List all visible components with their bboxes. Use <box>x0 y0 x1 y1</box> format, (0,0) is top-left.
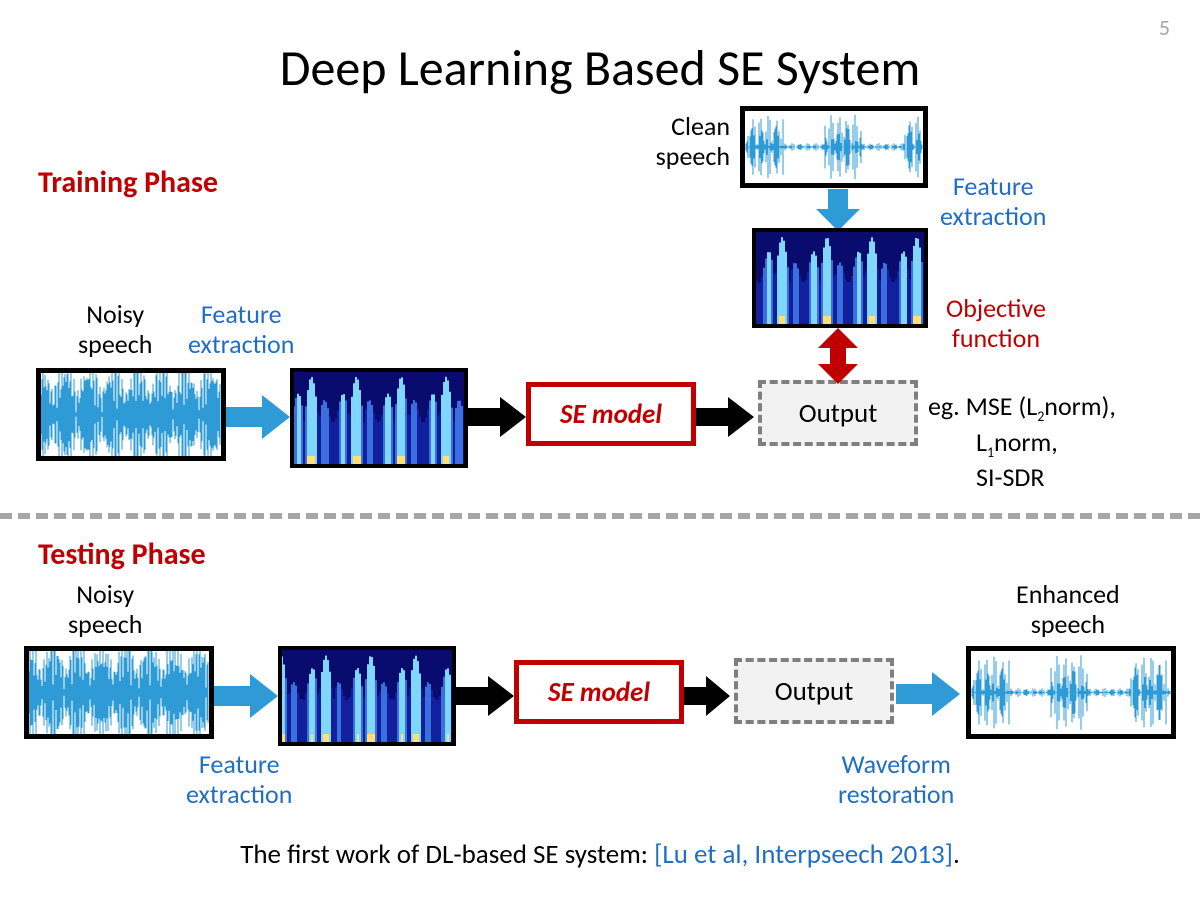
se-model-box-test: SE model <box>514 660 684 724</box>
slide-number: 5 <box>1159 14 1170 41</box>
citation: The first work of DL-based SE system: [L… <box>0 838 1200 871</box>
noisy-waveform-train <box>36 368 226 461</box>
se-model-box-train: SE model <box>526 382 696 446</box>
feature-extraction-label-train: Featureextraction <box>188 300 294 360</box>
arrow-icon <box>696 397 754 437</box>
training-phase-label: Training Phase <box>38 164 218 201</box>
arrow-icon <box>468 397 526 437</box>
arrow-icon <box>896 672 960 716</box>
spectrogram-clean <box>752 228 928 328</box>
divider <box>0 513 1200 519</box>
spectrogram-test <box>278 646 456 746</box>
arrow-icon <box>456 676 514 716</box>
noisy-waveform-test <box>24 646 214 739</box>
clean-waveform <box>740 106 928 188</box>
page-title: Deep Learning Based SE System <box>0 38 1200 99</box>
waveform-restoration-label: Waveformrestoration <box>838 750 954 810</box>
arrow-down-icon <box>816 189 860 231</box>
noisy-speech-label-test: Noisyspeech <box>68 580 142 640</box>
testing-phase-label: Testing Phase <box>38 536 206 573</box>
arrow-icon <box>214 674 278 718</box>
arrow-icon <box>226 395 290 439</box>
objective-function-label: Objectivefunction <box>946 294 1046 354</box>
output-box-test: Output <box>734 658 894 724</box>
objective-examples: eg. MSE (L2norm), L1norm, SI-SDR <box>928 390 1116 494</box>
feature-extraction-label-clean: Featureextraction <box>940 172 1046 232</box>
enhanced-waveform <box>966 646 1176 739</box>
spectrogram-train <box>290 368 468 468</box>
output-box-train: Output <box>758 380 918 446</box>
noisy-speech-label-train: Noisyspeech <box>78 300 152 360</box>
enhanced-speech-label: Enhancedspeech <box>1016 580 1120 640</box>
feature-extraction-label-test: Featureextraction <box>186 750 292 810</box>
clean-speech-label: Cleanspeech <box>640 112 730 172</box>
double-arrow-icon <box>818 328 858 384</box>
arrow-icon <box>684 676 730 716</box>
